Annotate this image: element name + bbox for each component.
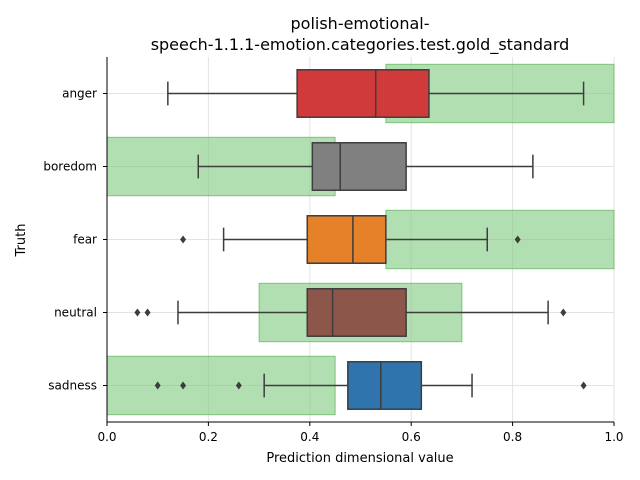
- y-tick-label-anger: anger: [62, 87, 97, 101]
- outlier-neutral: [134, 308, 141, 317]
- outlier-sadness: [154, 381, 161, 390]
- y-axis-label: Truth: [14, 224, 29, 258]
- x-tick-label: 0.2: [199, 430, 218, 444]
- x-tick-label: 0.6: [402, 430, 421, 444]
- box-plots: [134, 69, 587, 410]
- outlier-sadness: [180, 381, 187, 390]
- y-tick-label-boredom: boredom: [43, 160, 97, 174]
- x-tick-label: 0.8: [503, 430, 522, 444]
- outlier-fear: [180, 235, 187, 244]
- box-fear: [306, 215, 387, 264]
- outlier-sadness: [580, 381, 587, 390]
- outlier-sadness: [235, 381, 242, 390]
- y-tick-label-sadness: sadness: [48, 379, 97, 393]
- x-tick-label: 0.0: [97, 430, 116, 444]
- box-boredom: [311, 142, 407, 191]
- box-sadness: [347, 361, 423, 410]
- chart-title-line-1: polish-emotional-: [291, 14, 430, 33]
- outlier-neutral: [144, 308, 151, 317]
- x-axis-label: Prediction dimensional value: [266, 451, 453, 466]
- x-tick-label: 0.4: [300, 430, 319, 444]
- box-anger: [296, 69, 430, 118]
- y-tick-label-neutral: neutral: [54, 306, 97, 320]
- axes: 0.0 0.2 0.4 0.6 0.8 1.0 anger boredom fear neutra…: [43, 57, 624, 444]
- x-tick-label: 1.0: [604, 430, 623, 444]
- outlier-neutral: [560, 308, 567, 317]
- box-neutral: [306, 288, 407, 337]
- outlier-fear: [514, 235, 521, 244]
- y-tick-label-fear: fear: [73, 233, 97, 247]
- chart-title-line-2: speech-1.1.1-emotion.categories.test.gol…: [151, 35, 570, 55]
